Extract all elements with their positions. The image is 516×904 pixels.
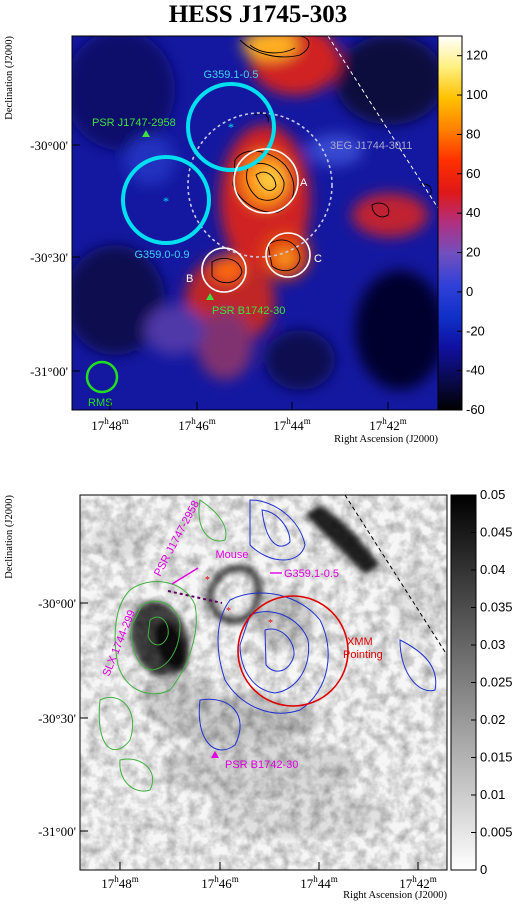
colorbar-tick-label: 40 bbox=[466, 205, 480, 220]
region-b-circle bbox=[201, 247, 247, 293]
bottom-panel: *** Mouse PSR J1747-2958 SLX 1744-299 G3… bbox=[4, 487, 513, 901]
region-c-circle bbox=[265, 232, 311, 278]
colorbar-tick-label: 0.01 bbox=[480, 787, 505, 802]
x-tick-label: 17h42m bbox=[369, 416, 407, 433]
colorbar-tick-label: -40 bbox=[466, 363, 485, 378]
egret-circle bbox=[187, 112, 333, 258]
y-tick-label: -30°30' bbox=[30, 250, 68, 265]
colorbar-tick-label: 0 bbox=[466, 284, 473, 299]
colorbar-tick-label: 0 bbox=[480, 862, 487, 877]
svg-text:*: * bbox=[163, 194, 169, 208]
top-panel: * * G359.1-0.5 G359.0-0.9 PSR J1747-2958… bbox=[4, 35, 488, 445]
galactic-plane-line-bottom bbox=[344, 495, 447, 656]
galactic-plane-line bbox=[327, 36, 438, 209]
label-psr-b1742-bottom: PSR B1742-30 bbox=[225, 759, 298, 771]
region-a-circle bbox=[233, 148, 299, 214]
colorbar-tick-label: 0.015 bbox=[480, 750, 513, 765]
significance-map: * * bbox=[72, 36, 438, 410]
green-contours bbox=[98, 499, 227, 792]
svg-text:*: * bbox=[268, 618, 273, 629]
label-g359.0: G359.0-0.9 bbox=[134, 249, 189, 261]
blue-contours bbox=[198, 499, 437, 751]
y-tick-label: -30°00' bbox=[30, 138, 68, 153]
colorbar-tick-label: 0.005 bbox=[480, 825, 513, 840]
radio-map: * * * bbox=[80, 495, 447, 870]
snr-g359.1-circle bbox=[186, 82, 276, 172]
svg-text:*: * bbox=[205, 575, 210, 586]
top-colorbar bbox=[437, 35, 463, 411]
label-3eg: 3EG J1744-3011 bbox=[330, 140, 412, 152]
y-tick-label: -31°00' bbox=[38, 824, 76, 839]
xmm-pointing-circle bbox=[237, 595, 349, 707]
label-mouse: Mouse bbox=[215, 549, 248, 561]
colorbar-tick-label: 120 bbox=[466, 48, 488, 63]
x-tick-label: 17h46m bbox=[178, 416, 216, 433]
psr-b1742-marker bbox=[206, 293, 214, 300]
colorbar-tick-label: 80 bbox=[466, 126, 480, 141]
colorbar-tick-label: 0.03 bbox=[480, 637, 505, 652]
y-tick-label: -31°00' bbox=[30, 364, 68, 379]
label-region-a: A bbox=[300, 177, 308, 189]
snr-g359.0-circle bbox=[121, 155, 211, 245]
svg-text:*: * bbox=[226, 606, 231, 617]
x-tick-label: 17h48m bbox=[101, 874, 139, 891]
label-g359.1: G359.1-0.5 bbox=[203, 69, 258, 81]
colorbar-tick-label: 0.02 bbox=[480, 712, 505, 727]
y-tick-label: -30°30' bbox=[38, 711, 76, 726]
x-tick-label: 17h46m bbox=[201, 874, 239, 891]
bottom-xlabel: Right Ascension (J2000) bbox=[343, 890, 447, 901]
x-tick-label: 17h48m bbox=[91, 416, 129, 433]
colorbar-tick-label: 0.05 bbox=[480, 487, 505, 502]
svg-text:*: * bbox=[228, 120, 234, 134]
colorbar-tick-label: 60 bbox=[466, 166, 480, 181]
label-psr-j1747: PSR J1747-2958 bbox=[92, 117, 176, 129]
chart-title: HESS J1745-303 bbox=[168, 1, 348, 28]
colorbar-tick-label: 0.045 bbox=[480, 525, 513, 540]
top-ylabel: Declination (J2000) bbox=[4, 35, 15, 119]
colorbar-tick-label: 0.025 bbox=[480, 675, 513, 690]
label-xmm: XMM bbox=[347, 636, 373, 648]
x-tick-label: 17h44m bbox=[300, 874, 338, 891]
top-contours bbox=[211, 36, 432, 284]
colorbar-tick-label: 0.035 bbox=[480, 600, 513, 615]
label-psr-b1742: PSR B1742-30 bbox=[212, 305, 285, 317]
colorbar-tick-label: 100 bbox=[466, 87, 488, 102]
colorbar-tick-label: -60 bbox=[466, 402, 485, 417]
x-tick-label: 17h44m bbox=[273, 416, 311, 433]
bottom-ylabel: Declination (J2000) bbox=[4, 494, 15, 578]
psr-b1742-marker-bottom bbox=[211, 751, 219, 758]
y-tick-label: -30°00' bbox=[38, 596, 76, 611]
label-region-b: B bbox=[186, 273, 193, 285]
label-region-c: C bbox=[314, 253, 322, 265]
colorbar-tick-label: 20 bbox=[466, 245, 480, 260]
label-g359.1-bottom: G359.1-0.5 bbox=[284, 568, 339, 580]
psf-circle bbox=[85, 360, 119, 394]
x-tick-label: 17h42m bbox=[399, 874, 437, 891]
colorbar-tick-label: -20 bbox=[466, 323, 485, 338]
colorbar-tick-label: 0.04 bbox=[480, 562, 505, 577]
label-pointing: Pointing bbox=[343, 649, 383, 661]
top-xlabel: Right Ascension (J2000) bbox=[334, 434, 438, 445]
label-rms: RMS bbox=[88, 397, 112, 409]
psr-j1747-marker bbox=[142, 130, 150, 137]
